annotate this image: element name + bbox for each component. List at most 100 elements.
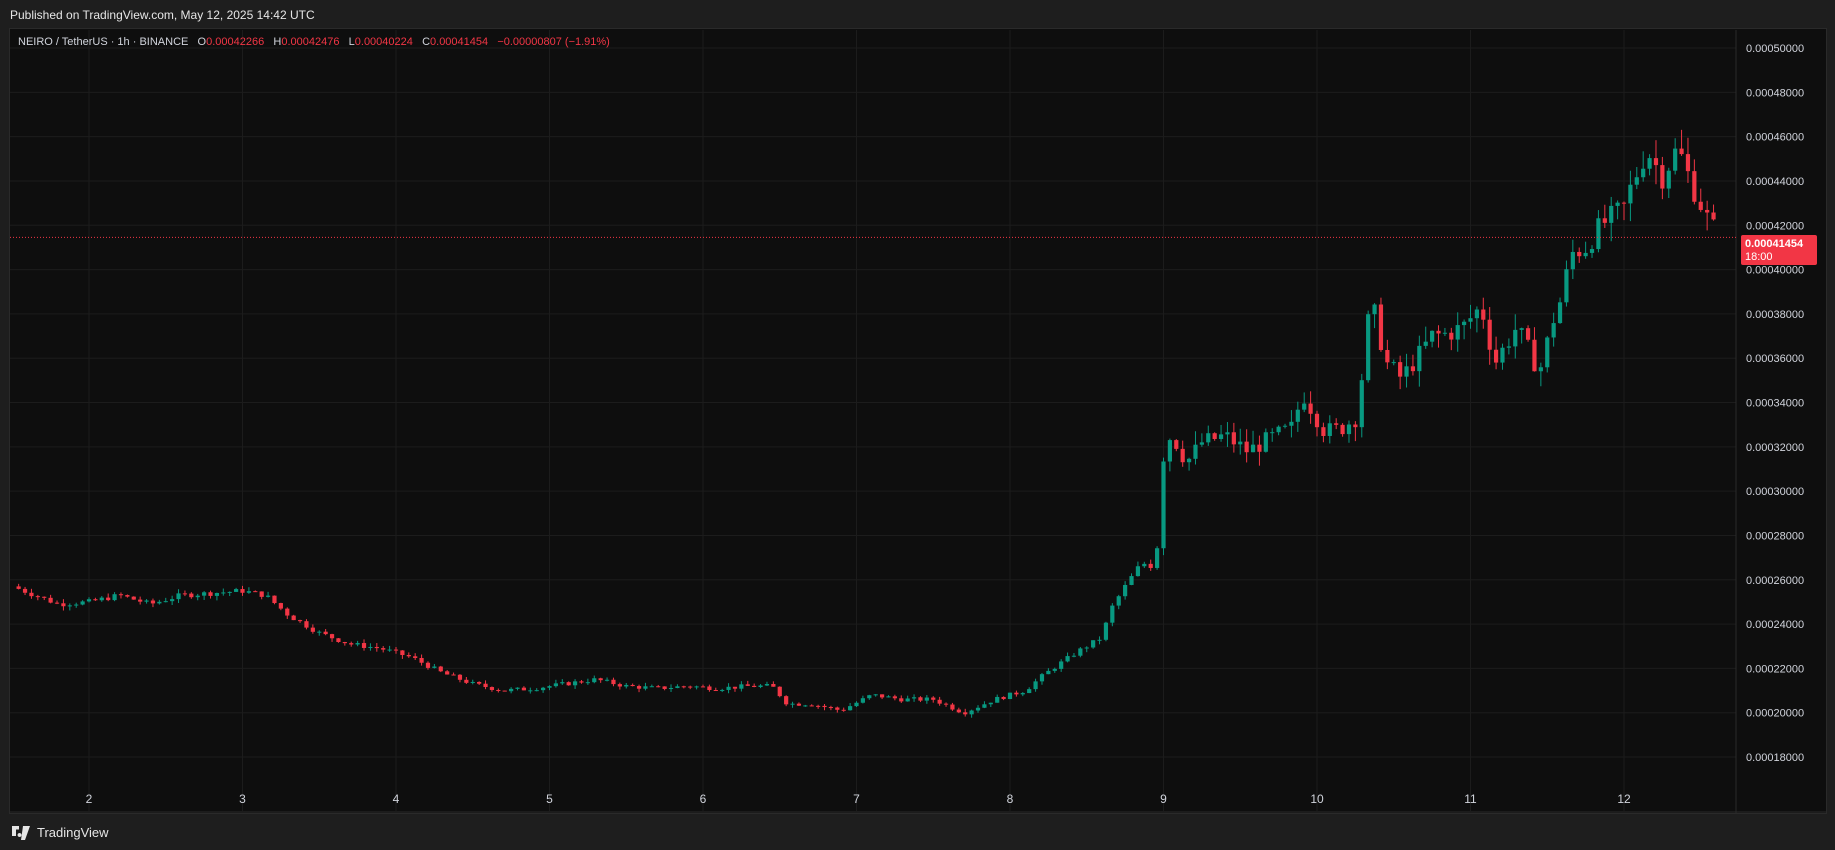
candle-body [1506, 346, 1511, 348]
candle-body [1634, 177, 1639, 185]
candle-body [841, 709, 846, 711]
candle-body [285, 608, 290, 616]
candle-body [1455, 325, 1460, 340]
candle-body [521, 687, 527, 691]
candle-body [509, 688, 514, 692]
candle-body [694, 686, 699, 688]
candle-body [361, 643, 367, 648]
candle-body [1500, 347, 1505, 363]
candle-body [1545, 337, 1550, 368]
candle-body [272, 595, 277, 604]
candle-body [1487, 319, 1492, 350]
candle-body [899, 698, 904, 702]
time-tick-label: 2 [86, 792, 93, 806]
candle-body [1685, 154, 1691, 172]
candle-body [1346, 424, 1352, 435]
candle-body [879, 694, 885, 698]
candle-body [406, 655, 411, 657]
chart-area[interactable] [9, 28, 1827, 814]
candle-body [1244, 441, 1249, 453]
candle-body [1513, 329, 1518, 347]
candle-body [342, 642, 347, 644]
candle-body [816, 705, 821, 707]
candle-body [1059, 661, 1064, 669]
candle-body [1116, 596, 1121, 606]
time-tick-label: 3 [239, 792, 246, 806]
candle-body [758, 685, 763, 687]
candle-body [886, 696, 891, 698]
candle-body [189, 593, 194, 598]
candle-body [675, 686, 680, 689]
low-value: 0.00040224 [354, 36, 413, 48]
candle-body [617, 684, 622, 687]
time-tick-label: 8 [1007, 792, 1014, 806]
candle-body [1628, 184, 1633, 204]
candle-body [547, 686, 552, 688]
candle-body [1289, 421, 1294, 426]
candle-body [1295, 409, 1300, 422]
candle-body [1442, 332, 1448, 334]
candle-body [771, 683, 776, 687]
candle-body [432, 666, 437, 668]
candle-body [784, 696, 789, 705]
high-label: H [273, 36, 282, 48]
candle-body [745, 684, 750, 686]
candle-body [1218, 434, 1224, 439]
price-tick-label: 0.00042000 [1746, 220, 1804, 232]
candle-body [1666, 170, 1671, 189]
candle-body [387, 649, 392, 651]
price-tick-label: 0.00024000 [1746, 619, 1804, 631]
candle-body [905, 698, 910, 702]
candle-body [681, 686, 686, 688]
candle-body [611, 679, 616, 685]
candle-body [1493, 349, 1499, 363]
candle-body [368, 646, 373, 648]
candle-body [1340, 424, 1345, 435]
time-tick-label: 6 [700, 792, 707, 806]
price-tick-label: 0.00022000 [1746, 663, 1804, 675]
candle-body [496, 689, 501, 691]
time-tick-label: 9 [1160, 792, 1167, 806]
candle-body [1142, 563, 1147, 567]
candle-body [1366, 314, 1371, 381]
high-value: 0.00042476 [281, 36, 340, 48]
candle-body [457, 674, 463, 680]
candle-body [995, 696, 1000, 703]
candle-body [1589, 249, 1595, 253]
candle-body [892, 696, 897, 699]
candle-body [451, 674, 456, 676]
candle-body [163, 601, 168, 603]
candle-body [937, 699, 942, 704]
candle-body [1423, 341, 1428, 346]
candle-body [502, 690, 507, 692]
candle-body [553, 683, 558, 687]
candle-body [291, 615, 296, 621]
tradingview-brand[interactable]: TradingView [10, 825, 109, 840]
candle-body [560, 682, 565, 684]
candle-body [42, 596, 47, 598]
published-note: Published on TradingView.com, May 12, 20… [10, 8, 315, 22]
candle-body [86, 599, 92, 602]
candle-body [374, 646, 379, 649]
candle-body [336, 638, 341, 643]
candle-body [656, 686, 661, 688]
candle-body [764, 683, 770, 686]
candle-body [828, 707, 834, 709]
candle-body [1596, 218, 1601, 250]
symbol-label[interactable]: NEIRO / TetherUS · 1h · BINANCE [18, 36, 189, 48]
candle-body [624, 684, 629, 687]
candle-body [1353, 424, 1358, 428]
candle-body [1519, 328, 1524, 330]
price-tick-label: 0.00030000 [1746, 486, 1804, 498]
candle-body [1462, 321, 1467, 326]
candle-body [1039, 674, 1045, 682]
candle-body [1321, 427, 1326, 436]
price-tick-label: 0.00034000 [1746, 398, 1804, 410]
time-tick-label: 7 [853, 792, 860, 806]
candle-body [707, 686, 712, 691]
candle-body [1564, 269, 1569, 303]
candle-body [1103, 622, 1109, 640]
candle-body [1417, 345, 1422, 372]
candle-body [1327, 423, 1332, 436]
